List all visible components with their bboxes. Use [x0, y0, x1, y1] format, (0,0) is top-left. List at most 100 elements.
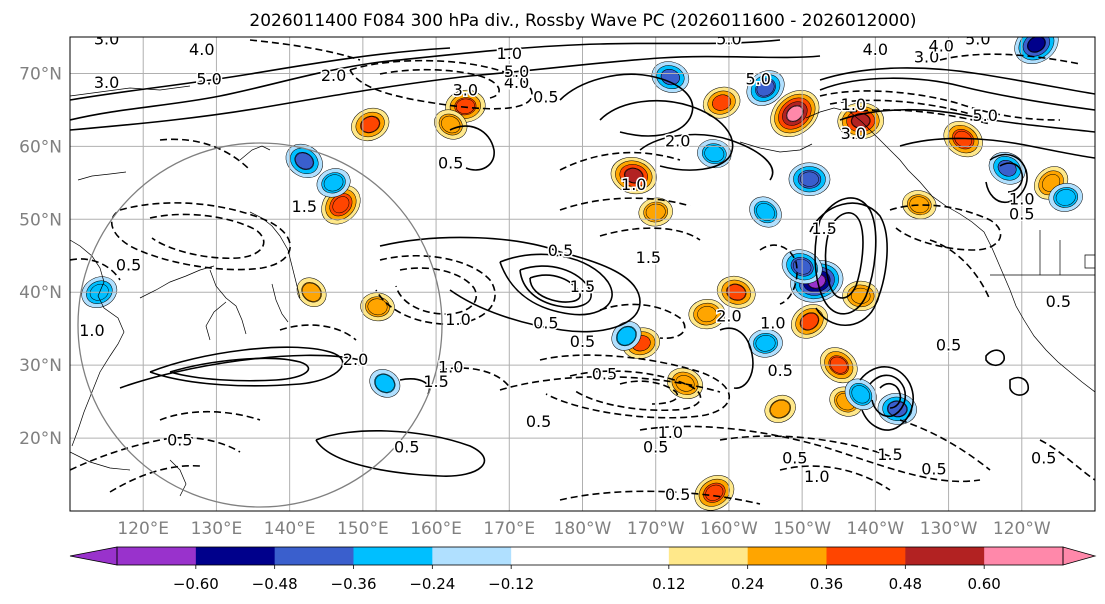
colorbar-segment: [353, 547, 433, 565]
longitude-tick-label: 160°E: [410, 519, 462, 539]
contour-label: 1.5: [423, 372, 448, 391]
colorbar-tick-label: −0.48: [252, 575, 298, 593]
contour-label: 3.0: [841, 124, 866, 143]
contour-label: 0.5: [1031, 449, 1056, 468]
divergence-fill-level: [1055, 189, 1076, 206]
contour-label: 5.0: [196, 69, 221, 88]
longitude-tick-label: 160°W: [700, 519, 758, 539]
divergence-fill-level: [295, 152, 314, 170]
divergence-fill-level: [455, 98, 475, 114]
convergence-contours: [70, 39, 1095, 505]
contour-label: 0.5: [548, 241, 573, 260]
latitude-tick-label: 60°N: [19, 137, 62, 157]
contour-label: 3.0: [914, 48, 939, 67]
divergence-blob: [748, 329, 783, 358]
colorbar-segment: [117, 547, 197, 565]
latitude-tick-label: 20°N: [19, 429, 62, 449]
divergence-blob: [316, 168, 351, 198]
longitude-tick-label: 130°W: [920, 519, 978, 539]
divergence-fill-level: [786, 105, 803, 122]
colorbar-segment: [432, 547, 512, 565]
contour-label: 0.5: [643, 438, 668, 457]
longitude-tick-label: 140°E: [264, 519, 316, 539]
colorbar-segment: [511, 547, 670, 565]
divergence-fill-level: [1027, 37, 1046, 53]
divergence-blob: [902, 190, 937, 220]
divergence-blob: [788, 162, 831, 196]
contour-label: 4.0: [189, 40, 214, 59]
divergence-fill-level: [770, 400, 791, 418]
divergence-blob: [610, 157, 657, 195]
contour-label: 1.0: [1009, 190, 1034, 209]
contour-label: 0.5: [394, 438, 419, 457]
contour-label: 1.5: [570, 277, 595, 296]
latitude-tick-label: 30°N: [19, 356, 62, 376]
divergence-blob: [746, 70, 785, 106]
contour-label: 1.0: [497, 44, 522, 63]
contour-label: 2.0: [665, 131, 690, 150]
contour-label: 5.0: [745, 69, 770, 88]
divergence-fill-level: [756, 79, 775, 97]
divergence-fill-level: [756, 203, 775, 221]
colorbar-tick-label: 0.12: [652, 575, 685, 593]
colorbar-tick-label: −0.24: [409, 575, 455, 593]
contour-label: 0.5: [1009, 204, 1034, 223]
contour-label: 3.0: [94, 73, 119, 92]
longitude-tick-label: 170°E: [483, 519, 535, 539]
contour-label: 3.0: [94, 29, 119, 48]
contour-label: 5.0: [716, 29, 741, 48]
divergence-blob: [360, 292, 395, 322]
contour-label: 2.0: [321, 66, 346, 85]
contour-label: 0.5: [1046, 292, 1071, 311]
divergence-blob: [369, 369, 401, 398]
pc-region-circle: [77, 142, 443, 508]
latitude-tick-label: 40°N: [19, 283, 62, 303]
colorbar-extend-min: [69, 546, 118, 566]
divergence-fill-level: [616, 326, 636, 346]
contour-label: 4.0: [504, 73, 529, 92]
colorbar-segment: [747, 547, 827, 565]
colorbar-tick-label: 0.36: [810, 575, 843, 593]
longitude-tick-label: 180°W: [554, 519, 612, 539]
divergence-fill-level: [697, 306, 717, 323]
contour-label: 3.0: [453, 80, 478, 99]
divergence-fill-level: [360, 116, 380, 133]
divergence-fill-level: [323, 174, 344, 192]
contour-label: 1.0: [841, 95, 866, 114]
contour-label: 2.0: [716, 306, 741, 325]
colorbar-segment: [195, 547, 276, 565]
contour-label: 0.5: [782, 449, 807, 468]
contour-label: 0.5: [570, 332, 595, 351]
colorbar-extend-max: [1062, 546, 1097, 566]
divergence-blob: [1048, 183, 1083, 212]
map-area: 1.5 1.5 1.5 1.5 1.5 1.5 0.5 0.5 0.5 0.5 0.5 0.5 0.5 0…: [70, 29, 1095, 511]
longitude-tick-label: 130°E: [191, 519, 243, 539]
latitude-tick-label: 50°N: [19, 210, 62, 230]
divergence-blob: [844, 378, 877, 411]
divergence-blob: [285, 143, 323, 179]
contour-label: 1.0: [658, 423, 683, 442]
colorbar-tick-label: −0.36: [331, 575, 377, 593]
latitude-tick-label: 70°N: [19, 64, 62, 84]
contour-label: 1.5: [636, 248, 661, 267]
divergence-fill-level: [851, 385, 870, 404]
contour-label: 1.0: [79, 321, 104, 340]
chart-title: 2026011400 F084 300 hPa div., Rossby Wav…: [249, 11, 916, 31]
contour-label: 0.5: [116, 255, 141, 274]
divergence-blob: [988, 152, 1026, 185]
contour-label: 1.5: [811, 219, 836, 238]
longitude-axis-labels: 120°E 130°E 140°E 150°E 160°E 170°E 180°W 170°W…: [117, 519, 1050, 539]
contour-label: 0.5: [921, 460, 946, 479]
divergence-blob: [321, 185, 361, 225]
divergence-fill-level: [954, 130, 973, 148]
divergence-fill-level: [375, 374, 395, 393]
colorbar-frame: [116, 546, 1064, 566]
divergence-fill-level: [887, 401, 907, 417]
longitude-tick-label: 120°E: [117, 519, 169, 539]
colorbar-segment: [668, 547, 749, 565]
contour-label: 0.5: [665, 485, 690, 504]
divergence-fill-level: [909, 196, 930, 214]
contour-label: 1.5: [292, 197, 317, 216]
contour-label: 1.0: [760, 314, 785, 333]
contour-label: 0.5: [533, 314, 558, 333]
